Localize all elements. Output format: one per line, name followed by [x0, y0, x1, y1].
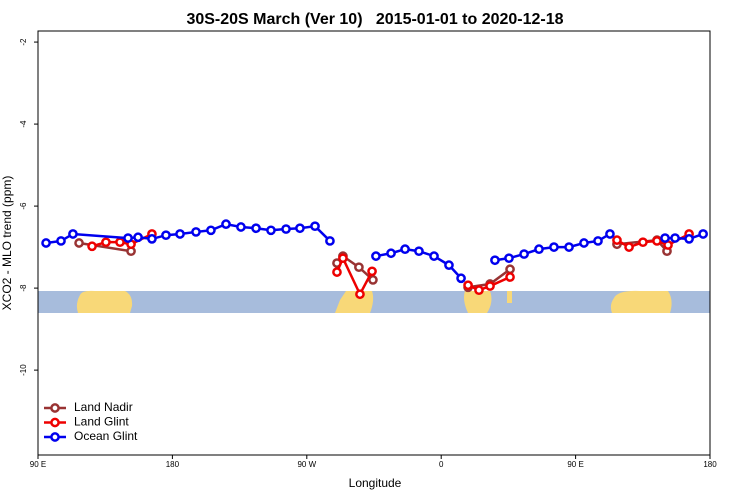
- data-point: [505, 264, 515, 275]
- data-point: [670, 233, 680, 243]
- y-tick-label: -8: [19, 284, 28, 292]
- legend-swatch-marker: [50, 403, 60, 413]
- legend-label: Land Nadir: [74, 400, 133, 414]
- y-tick-label: -10: [19, 364, 28, 376]
- data-point: [206, 225, 216, 236]
- y-axis-label: XCO2 - MLO trend (ppm): [0, 176, 14, 311]
- data-point: [74, 238, 84, 248]
- data-point: [684, 234, 694, 244]
- data-point: [87, 241, 97, 252]
- data-point: [101, 237, 111, 248]
- data-point: [605, 229, 615, 239]
- land: [464, 291, 492, 313]
- series-line: [78, 238, 668, 289]
- data-point: [564, 242, 574, 252]
- data-point: [698, 229, 708, 239]
- chart-title: 30S-20S March (Ver 10) 2015-01-01 to 202…: [186, 11, 563, 28]
- data-point: [355, 289, 365, 300]
- data-point: [519, 249, 529, 259]
- data-point: [338, 253, 348, 264]
- data-point: [386, 248, 396, 259]
- y-tick-label: -6: [19, 202, 28, 210]
- x-tick-label: 90 E: [30, 460, 46, 469]
- data-point: [638, 237, 648, 248]
- data-point: [612, 235, 622, 245]
- data-point: [367, 266, 377, 277]
- y-tick-label: -2: [19, 38, 28, 46]
- data-point: [414, 246, 424, 257]
- data-point: [579, 238, 589, 248]
- data-point: [310, 221, 320, 232]
- data-point: [175, 229, 185, 239]
- map-band: [38, 290, 710, 313]
- data-point: [41, 238, 51, 248]
- data-point: [221, 219, 231, 229]
- x-tick-label: 90 W: [297, 460, 316, 469]
- data-point: [400, 244, 410, 255]
- ocean-band: [38, 291, 710, 313]
- x-tick-label: 90 E: [567, 460, 583, 469]
- data-point: [325, 236, 335, 246]
- data-point: [123, 233, 133, 243]
- data-point: [191, 227, 201, 237]
- data-point: [236, 222, 246, 232]
- x-tick-label: 180: [703, 460, 717, 469]
- data-point: [474, 285, 484, 296]
- data-point: [444, 260, 454, 270]
- data-point: [133, 232, 143, 243]
- land: [507, 291, 512, 303]
- land: [76, 290, 133, 313]
- x-tick-label: 180: [166, 460, 180, 469]
- data-point: [429, 251, 439, 261]
- data-point: [624, 242, 634, 252]
- data-point: [354, 262, 364, 273]
- data-point: [161, 230, 171, 241]
- data-point: [652, 236, 662, 246]
- data-point: [504, 253, 514, 264]
- data-point: [266, 225, 276, 236]
- data-point: [593, 236, 603, 246]
- data-point: [490, 255, 500, 266]
- data-point: [368, 275, 378, 285]
- data-point: [456, 273, 466, 284]
- data-point: [147, 234, 157, 244]
- plot-frame: [37, 30, 711, 456]
- y-tick-label: -4: [19, 120, 28, 128]
- data-point: [660, 233, 670, 243]
- legend-label: Land Glint: [74, 415, 129, 429]
- data-point: [549, 242, 559, 252]
- data-point: [251, 223, 261, 234]
- data-point: [56, 236, 66, 246]
- data-point: [371, 251, 381, 261]
- x-axis-label: Longitude: [349, 476, 402, 490]
- data-point: [463, 280, 473, 291]
- x-tick-label: 0: [439, 460, 444, 469]
- data-point: [115, 237, 125, 248]
- data-point: [295, 223, 305, 234]
- legend-swatch-marker: [50, 432, 60, 442]
- data-point: [534, 244, 544, 255]
- data-point: [332, 267, 342, 277]
- data-point: [505, 272, 515, 282]
- legend-label: Ocean Glint: [74, 429, 138, 443]
- land: [610, 290, 672, 313]
- data-point: [485, 281, 495, 291]
- legend-swatch-marker: [50, 417, 60, 428]
- data-point: [68, 229, 78, 239]
- data-point: [281, 224, 291, 234]
